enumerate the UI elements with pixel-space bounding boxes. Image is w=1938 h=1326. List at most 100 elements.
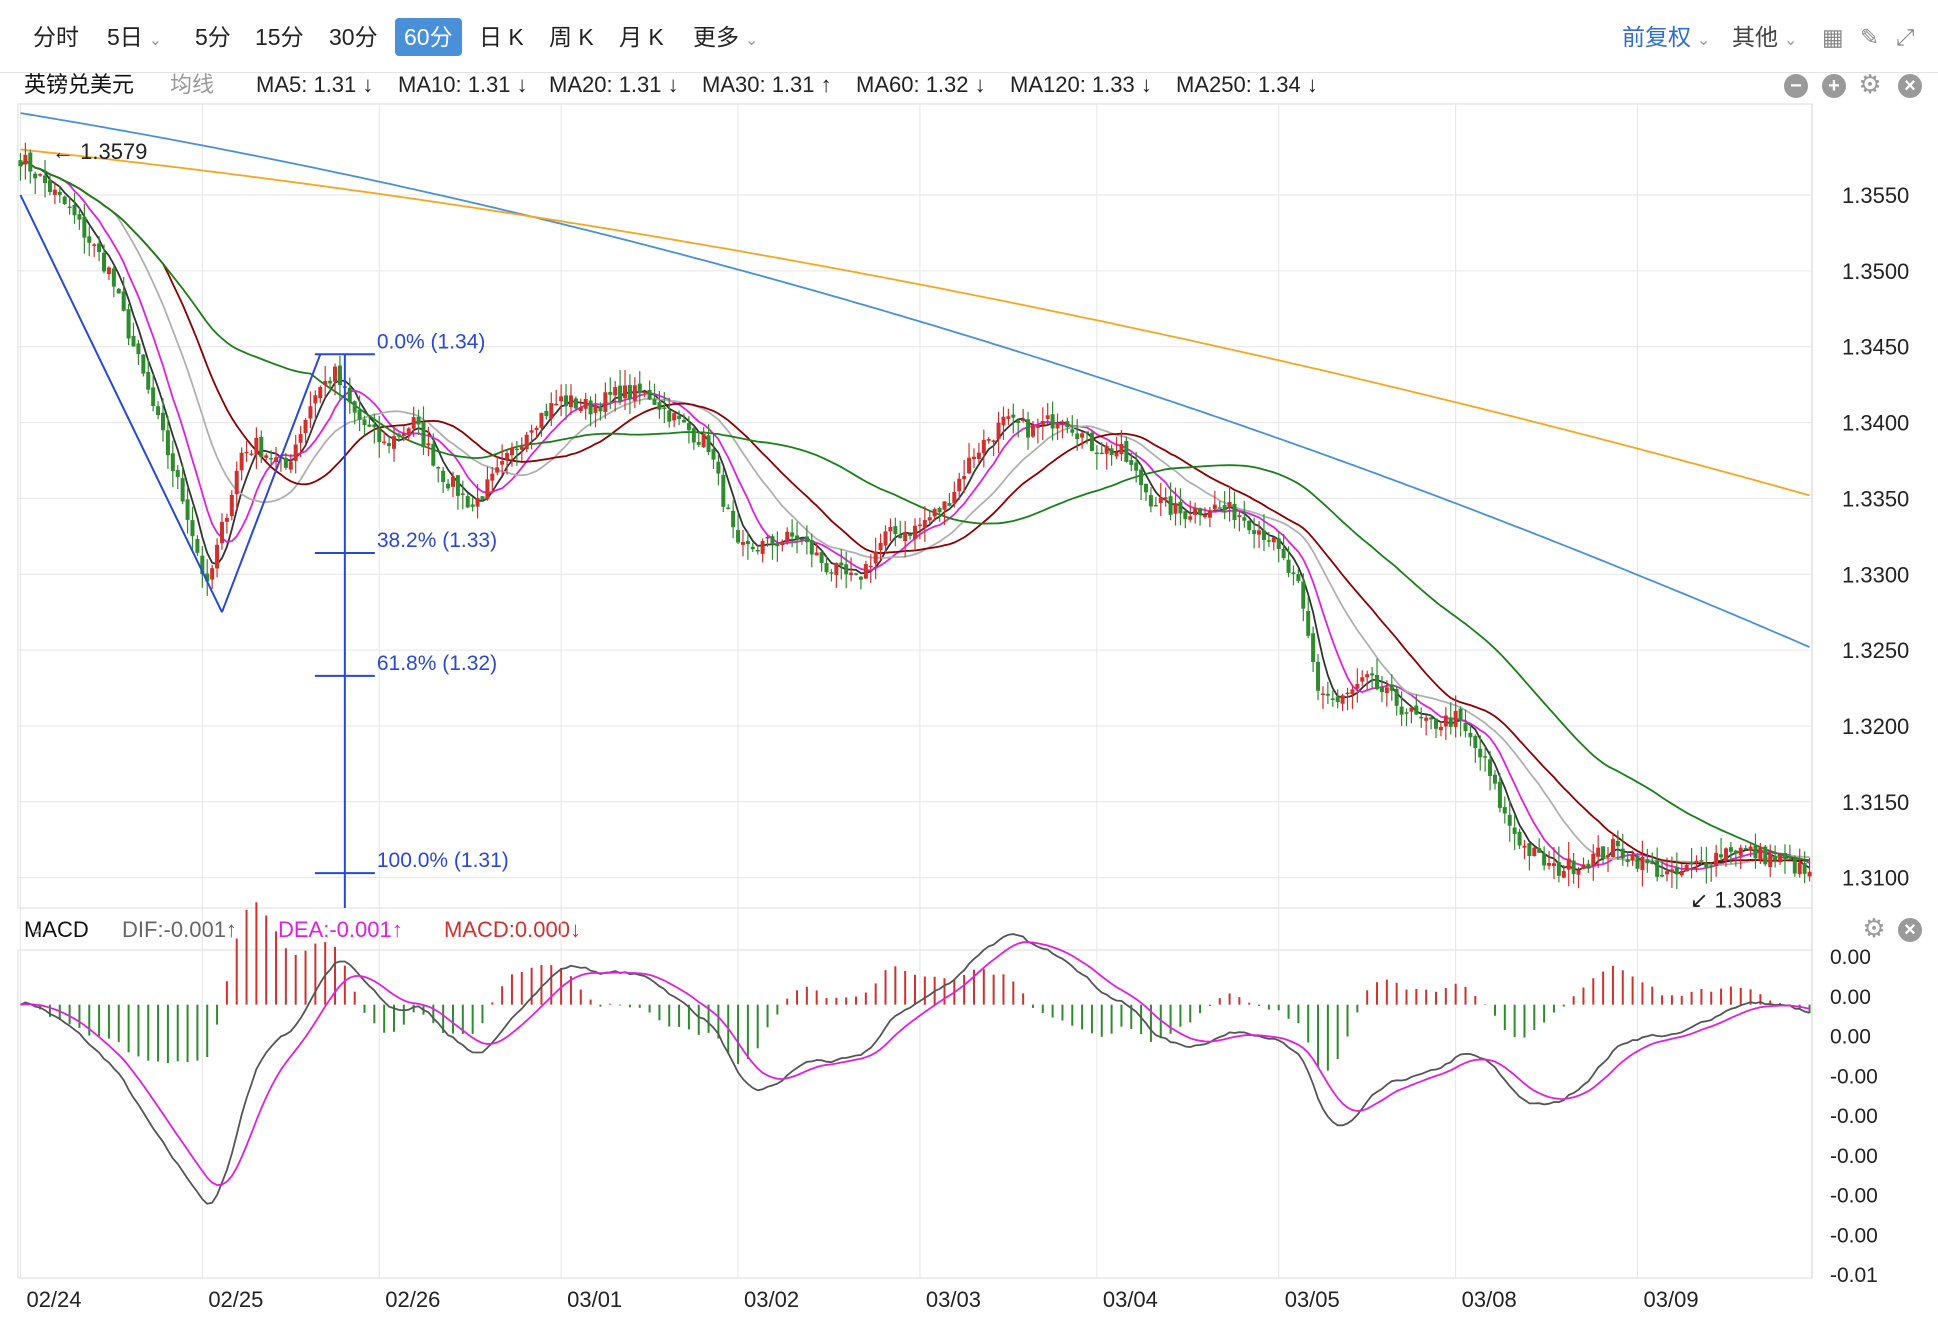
macd-gear-icon[interactable]: ⚙ [1862,913,1886,943]
candle [568,384,573,415]
period-toolbar: 分时 5日 ⌄ 5分 15分 30分 60分 日 K 周 K 月 K 更多 ⌄ 前复… [0,0,1938,73]
candle-body [1591,853,1596,867]
candle-body [401,433,406,436]
candle [1202,507,1207,519]
grid-layout-icon[interactable]: ▦ [1822,24,1844,50]
candle-body [647,389,652,400]
candle-body [1360,677,1365,682]
fullscreen-icon[interactable]: ⤢ [1896,24,1915,50]
candle-body [1571,860,1576,875]
candle-body [136,343,141,355]
candle [893,517,898,547]
candle-body [1099,452,1104,455]
candle-body [1237,515,1242,518]
add-indicator-icon[interactable]: + [1822,74,1846,98]
candle [200,546,205,588]
candle [485,466,490,501]
candle [1738,844,1743,870]
candle-body [303,419,308,433]
candle [1168,482,1173,521]
candle-body [1517,831,1522,846]
candle-body [1542,853,1547,866]
tab-more[interactable]: 更多 ⌄ [684,18,767,56]
candle [588,396,593,427]
candle [1502,796,1507,824]
tab-intraday[interactable]: 分时 [33,24,79,50]
candle [1684,863,1689,872]
tab-weekly-k[interactable]: 周 K [549,24,594,50]
ma-line-ma5 [19,159,1810,875]
tab-60min[interactable]: 60分 [395,18,462,56]
gear-icon[interactable]: ⚙ [1858,69,1882,99]
tab-30min[interactable]: 30分 [329,24,378,50]
candle [1468,723,1473,747]
candle [873,537,878,580]
tab-5min[interactable]: 5分 [195,24,231,50]
candle [1787,844,1792,860]
candle-body [1291,572,1296,575]
candle [293,434,298,474]
candle-body [28,152,33,172]
candle-body [1193,507,1198,515]
candle-body [1768,853,1773,868]
macd-close-icon[interactable]: × [1898,918,1922,942]
candle-body [308,406,313,419]
candle [745,531,750,560]
candle [303,417,308,444]
candle-body [1266,540,1271,542]
other-label: 其他 [1732,24,1778,50]
tab-15min[interactable]: 15分 [255,24,304,50]
candle-body [1379,687,1384,693]
candle [647,380,652,401]
candle [657,390,662,419]
candle-body [1311,633,1316,663]
candle [1148,487,1153,513]
candle-body [559,396,564,402]
candle-body [421,422,426,448]
date-tick-label: 03/04 [1103,1287,1158,1312]
adjust-dropdown[interactable]: 前复权 ⌄ [1622,18,1710,56]
candle [1660,859,1665,878]
candle [146,359,151,394]
date-tick-label: 03/05 [1285,1287,1340,1312]
candle [1640,840,1645,887]
candle [1488,751,1493,791]
symbol-name: 英镑兑美元 [24,72,135,97]
collapse-icon[interactable]: − [1784,74,1808,98]
candle-body [254,437,259,455]
candle-body [780,541,785,546]
candle-body [1365,674,1370,678]
candle-body [549,403,554,419]
candle-body [1089,432,1094,451]
candle [1316,654,1321,701]
candle-body [1281,548,1286,559]
tab-monthly-k[interactable]: 月 K [619,24,664,50]
candle [52,181,57,205]
tab-daily-k[interactable]: 日 K [479,24,524,50]
fib-level-label: 100.0% (1.31) [377,849,509,872]
candle-body [1625,859,1630,862]
tab-5day[interactable]: 5日 ⌄ [98,18,171,56]
candle [1291,565,1296,586]
candle-body [819,552,824,564]
candle-body [1728,847,1733,852]
candle [347,377,352,414]
candle-body [1778,854,1783,863]
candle-body [564,395,569,406]
price-tick-label: 1.3500 [1842,259,1909,284]
candle-body [1350,689,1355,695]
candle [603,382,608,419]
macd-tick-label: -0.00 [1830,1105,1878,1128]
candle-body [175,469,180,478]
other-dropdown[interactable]: 其他 ⌄ [1732,18,1797,56]
candle [1596,835,1601,868]
candle [1355,668,1360,703]
close-icon[interactable]: × [1898,74,1922,98]
candle [411,406,416,438]
candle-body [509,448,514,456]
draw-pen-icon[interactable]: ✎ [1860,24,1880,50]
candle-body [1202,514,1207,518]
candle-body [1404,712,1409,714]
candle [740,529,745,557]
